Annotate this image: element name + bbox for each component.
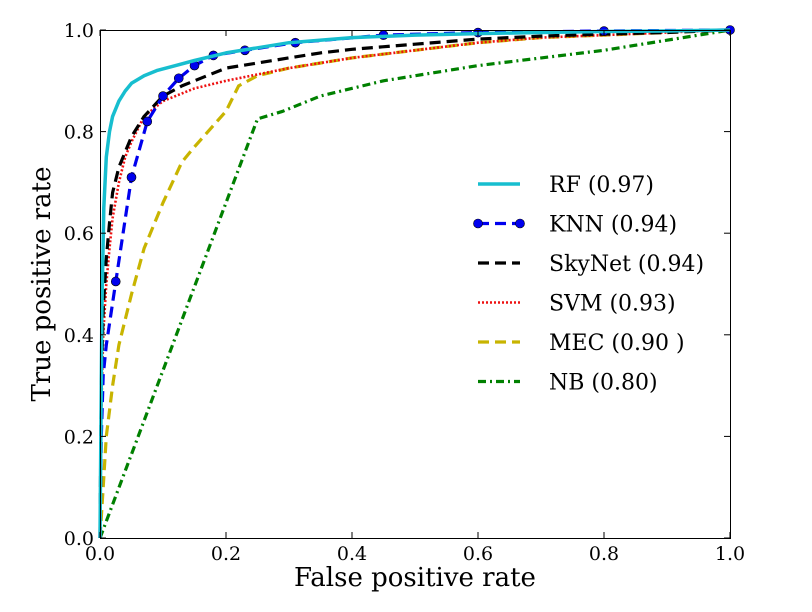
legend-label-skynet: SkyNet (0.94): [549, 252, 704, 277]
series-marker-knn: [173, 73, 184, 84]
legend-label-knn: KNN (0.94): [549, 213, 677, 238]
legend-marker-knn: [473, 218, 483, 229]
series-line-nb: [98, 28, 731, 539]
ticks-layer: 0.0 0.2 0.4 0.6 0.8 1.0 0.0 0.2 0.4 0.6 0.8 1.0: [64, 20, 745, 565]
series-marker-knn: [158, 91, 168, 101]
y-tick-label: 1.0: [64, 20, 94, 42]
y-axis-label: True positive rate: [27, 167, 57, 402]
legend-label-mec: MEC (0.90 ): [549, 331, 685, 356]
x-tick-label: 0.8: [589, 543, 619, 565]
x-tick-label: 0.4: [337, 543, 367, 565]
y-tick-label: 0.6: [64, 223, 94, 245]
series-layer: [98, 25, 735, 539]
x-tick-label: 0.2: [211, 543, 241, 565]
series-line-mec: [98, 28, 731, 539]
x-tick-label: 0.0: [85, 543, 115, 565]
series-marker-knn: [126, 172, 137, 183]
y-tick-label: 0.8: [64, 122, 94, 144]
series-marker-knn: [110, 276, 121, 287]
x-axis-label: False positive rate: [294, 563, 536, 593]
legend: RF (0.97) KNN (0.94) SkyNet (0.94) SVM (0.9…: [473, 173, 704, 396]
series-marker-knn: [142, 116, 153, 127]
x-tick-label: 1.0: [715, 543, 745, 565]
y-tick-label: 0.0: [64, 528, 94, 550]
y-tick-label: 0.4: [64, 325, 94, 347]
series-line-rf: [98, 28, 731, 539]
series-line-skynet: [98, 28, 731, 539]
legend-label-nb: NB (0.80): [549, 371, 658, 396]
y-tick-label: 0.2: [64, 426, 94, 448]
legend-label-svm: SVM (0.93): [549, 292, 676, 317]
plot-frame: [100, 30, 731, 539]
legend-label-rf: RF (0.97): [549, 173, 654, 198]
x-tick-label: 0.6: [463, 543, 493, 565]
legend-marker-knn: [515, 218, 525, 229]
